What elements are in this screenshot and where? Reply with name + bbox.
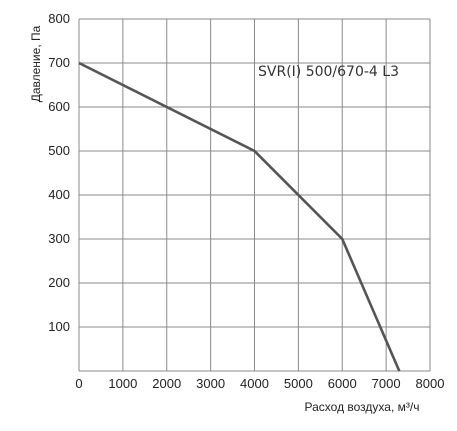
grid — [78, 18, 431, 372]
x-tick-label: 2000 — [152, 376, 181, 391]
x-axis-label: Расход воздуха, м³/ч — [305, 400, 420, 414]
y-tick-label: 700 — [48, 55, 70, 70]
y-axis-label: Давление, Па — [29, 25, 43, 102]
series-line-0 — [78, 61, 401, 372]
y-tick-label: 100 — [48, 319, 70, 334]
x-tick-labels: 0 1000 2000 3000 4000 5000 6000 7000 8000 — [75, 376, 444, 391]
y-tick-label: 300 — [48, 231, 70, 246]
y-tick-label: 800 — [48, 11, 70, 26]
x-tick-label: 4000 — [240, 376, 269, 391]
x-tick-label: 1000 — [108, 376, 137, 391]
x-tick-label: 3000 — [196, 376, 225, 391]
y-tick-label: 400 — [48, 187, 70, 202]
x-tick-label: 7000 — [372, 376, 401, 391]
y-tick-label: 600 — [48, 99, 70, 114]
y-tick-label: 200 — [48, 275, 70, 290]
x-tick-label: 6000 — [328, 376, 357, 391]
x-tick-label: 8000 — [416, 376, 445, 391]
x-tick-label: 0 — [75, 376, 82, 391]
model-annotation: SVR(I) 500/670-4 L3 — [258, 64, 399, 80]
series-group — [78, 61, 401, 372]
y-tick-label: 500 — [48, 143, 70, 158]
x-tick-label: 5000 — [284, 376, 313, 391]
y-tick-labels: 100 200 300 400 500 600 700 800 — [48, 11, 70, 334]
